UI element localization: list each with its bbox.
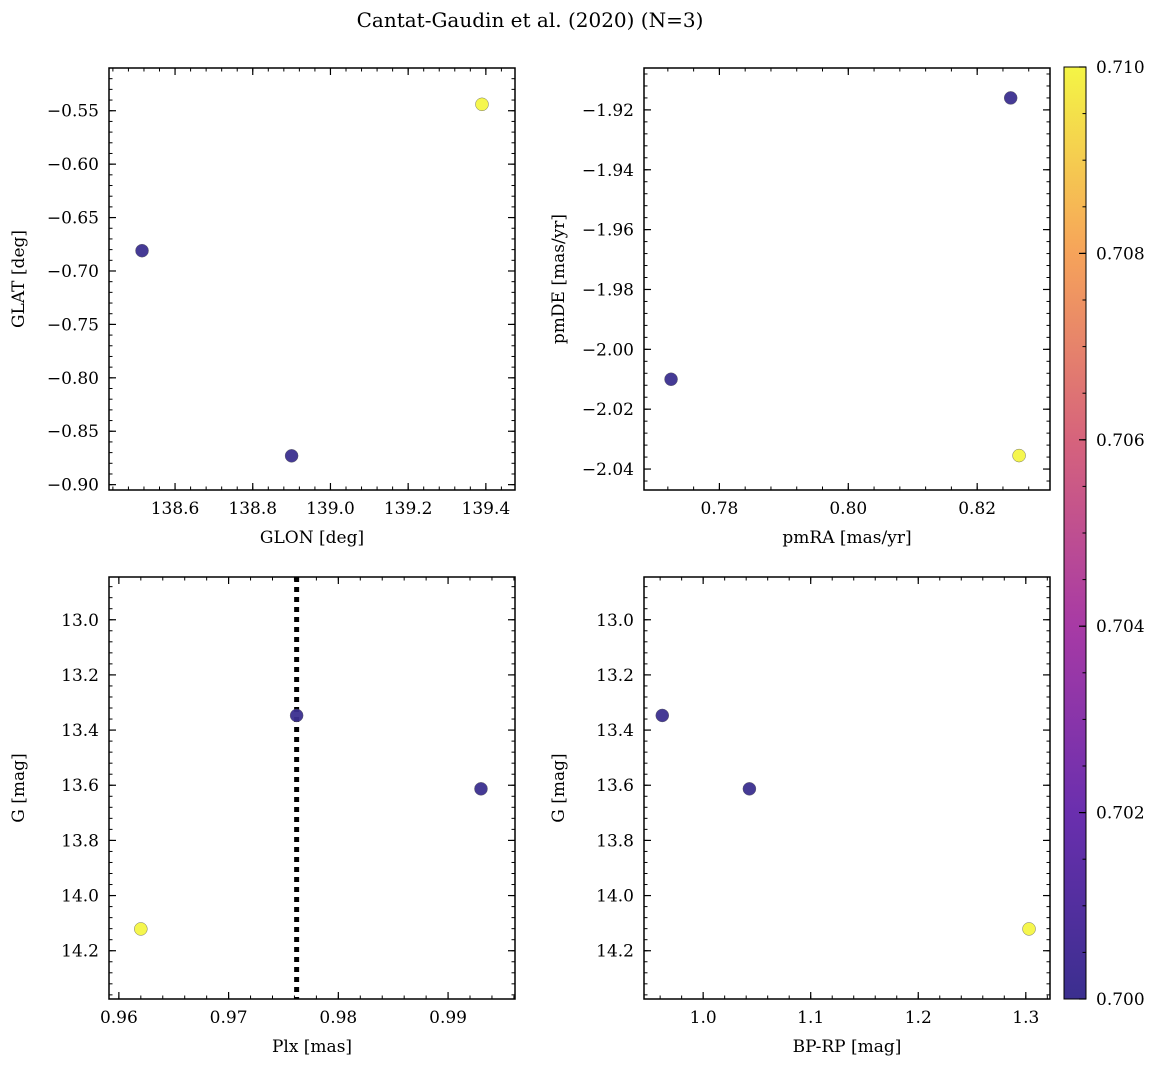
y-tick-label: 13.2 — [61, 666, 99, 686]
x-tick-label: 139.4 — [462, 499, 511, 519]
y-tick-label: −0.65 — [47, 209, 99, 229]
y-tick-label: 14.0 — [596, 887, 634, 907]
data-point — [655, 708, 669, 723]
chart-glon-glat: 138.6 138.8 139.0 139.2 139.4 −0.55 −0.60 −0.65… — [9, 67, 516, 548]
y-tick-label: 13.8 — [596, 831, 634, 851]
y-tick-label: 13.2 — [596, 666, 634, 686]
x-tick-label: 0.78 — [700, 499, 738, 519]
y-tick-label: 14.2 — [61, 942, 99, 962]
data-point — [474, 782, 488, 796]
y-axis-label: G [mag] — [549, 753, 569, 822]
colorbar-tick-label: 0.706 — [1096, 431, 1145, 451]
colorbar-tick-label: 0.704 — [1096, 617, 1145, 637]
data-point — [284, 449, 299, 463]
chart-plx-g: 0.96 0.97 0.98 0.99 13.0 13.2 13.4 13.6 13.8 14.0… — [9, 576, 516, 1057]
data-point — [134, 922, 148, 936]
data-point — [1022, 922, 1036, 936]
figure-title: Cantat-Gaudin et al. (2020) (N=3) — [357, 8, 704, 32]
x-tick-label: 139.0 — [306, 499, 355, 519]
y-tick-label: −1.94 — [582, 161, 634, 181]
colorbar-tick-label: 0.700 — [1096, 990, 1145, 1010]
y-tick-label: −0.55 — [47, 102, 99, 122]
x-axis-label: BP-RP [mag] — [793, 1037, 902, 1057]
plot-frame — [643, 67, 1051, 491]
colorbar-tick-label: 0.708 — [1096, 244, 1145, 264]
y-axis-label: pmDE [mas/yr] — [549, 214, 569, 344]
y-tick-label: 14.0 — [61, 887, 99, 907]
y-tick-label: 14.2 — [596, 942, 634, 962]
y-tick-label: 13.6 — [596, 776, 634, 796]
y-tick-label: −0.80 — [47, 369, 99, 389]
y-tick-label: −1.92 — [582, 101, 634, 121]
y-axis-label: G [mag] — [9, 753, 29, 822]
data-point — [1012, 448, 1026, 463]
data-point — [664, 372, 678, 386]
x-axis-label: pmRA [mas/yr] — [782, 528, 911, 548]
x-tick-label: 1.3 — [1012, 1008, 1039, 1028]
y-tick-label: −0.90 — [47, 476, 99, 496]
x-tick-label: 0.80 — [829, 499, 867, 519]
y-axis-label: GLAT [deg] — [9, 230, 29, 328]
x-tick-label: 0.98 — [319, 1008, 357, 1028]
x-tick-label: 0.99 — [429, 1008, 467, 1028]
x-tick-label: 138.8 — [228, 499, 277, 519]
x-tick-label: 1.2 — [905, 1008, 932, 1028]
y-tick-label: 13.6 — [61, 776, 99, 796]
y-tick-label: −0.60 — [47, 155, 99, 175]
data-point — [135, 243, 149, 258]
chart-pmra-pmde: 0.78 0.80 0.82 −1.92 −1.94 −1.96 −1.98 −2.00 −2.… — [549, 67, 1051, 548]
colorbar: 0.700 0.702 0.704 0.706 0.708 0.710 — [1063, 58, 1145, 1010]
data-point — [289, 708, 304, 723]
data-point — [475, 97, 489, 112]
y-tick-label: −1.98 — [582, 280, 634, 300]
x-tick-label: 0.97 — [210, 1008, 248, 1028]
y-tick-label: −2.02 — [582, 400, 634, 420]
y-tick-label: 13.4 — [61, 721, 99, 741]
colorbar-tick-label: 0.710 — [1096, 58, 1145, 78]
x-tick-label: 138.6 — [151, 499, 200, 519]
y-tick-label: −0.85 — [47, 422, 99, 442]
plot-frame — [643, 576, 1051, 1000]
x-tick-label: 0.96 — [100, 1008, 138, 1028]
y-tick-label: −0.75 — [47, 315, 99, 335]
plot-frame — [108, 576, 516, 1000]
y-tick-label: −0.70 — [47, 262, 99, 282]
y-tick-label: −2.04 — [582, 460, 634, 480]
y-tick-label: −1.96 — [582, 221, 634, 241]
y-tick-label: −2.00 — [582, 340, 634, 360]
chart-bprp-g: 1.0 1.1 1.2 1.3 13.0 13.2 13.4 13.6 13.8 14.0 14.2… — [549, 576, 1051, 1057]
x-tick-label: 1.1 — [797, 1008, 824, 1028]
x-axis-label: GLON [deg] — [260, 528, 364, 548]
colorbar-tick-label: 0.702 — [1096, 804, 1145, 824]
y-tick-label: 13.0 — [61, 611, 99, 631]
data-point — [1003, 91, 1018, 105]
plot-frame — [108, 67, 516, 491]
x-tick-label: 0.82 — [958, 499, 996, 519]
y-tick-label: 13.8 — [61, 831, 99, 851]
data-point — [742, 782, 757, 796]
x-tick-label: 1.0 — [690, 1008, 717, 1028]
x-axis-label: Plx [mas] — [272, 1037, 352, 1057]
y-tick-label: 13.0 — [596, 611, 634, 631]
x-tick-label: 139.2 — [384, 499, 433, 519]
y-tick-label: 13.4 — [596, 721, 634, 741]
